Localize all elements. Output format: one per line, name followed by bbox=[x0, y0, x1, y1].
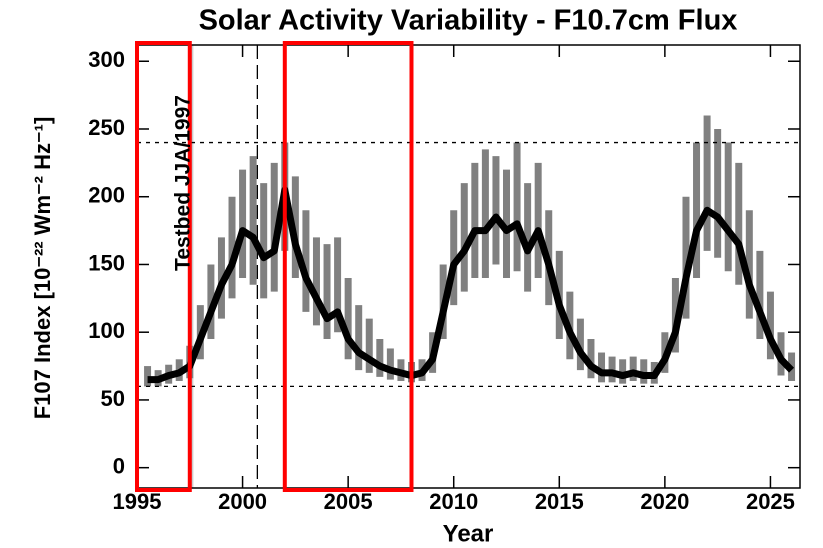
y-tick-label: 100 bbox=[88, 318, 125, 343]
x-tick-label: 2000 bbox=[218, 489, 267, 514]
plot-frame bbox=[136, 44, 801, 489]
y-tick-label: 250 bbox=[88, 115, 125, 140]
x-tick-label: 1995 bbox=[113, 489, 162, 514]
y-tick-label: 200 bbox=[88, 183, 125, 208]
y-axis-label: F107 Index [10⁻²² Wm⁻² Hz⁻¹] bbox=[30, 117, 55, 420]
x-tick-label: 2005 bbox=[324, 489, 373, 514]
x-tick-label: 2020 bbox=[640, 489, 689, 514]
x-axis-label: Year bbox=[443, 520, 494, 547]
highlight-box bbox=[282, 41, 414, 492]
chart-title: Solar Activity Variability - F10.7cm Flu… bbox=[199, 5, 738, 37]
y-tick-label: 0 bbox=[113, 453, 125, 478]
x-tick-label: 2015 bbox=[535, 489, 584, 514]
x-tick-label: 2025 bbox=[746, 489, 795, 514]
annotation: Testbed JJA/1997 bbox=[172, 95, 195, 271]
flux-line bbox=[147, 186, 795, 384]
highlight-box bbox=[135, 41, 192, 492]
x-tick-label: 2010 bbox=[429, 489, 478, 514]
y-tick-label: 300 bbox=[88, 47, 125, 72]
y-tick-label: 150 bbox=[88, 250, 125, 275]
y-tick-label: 50 bbox=[101, 386, 125, 411]
